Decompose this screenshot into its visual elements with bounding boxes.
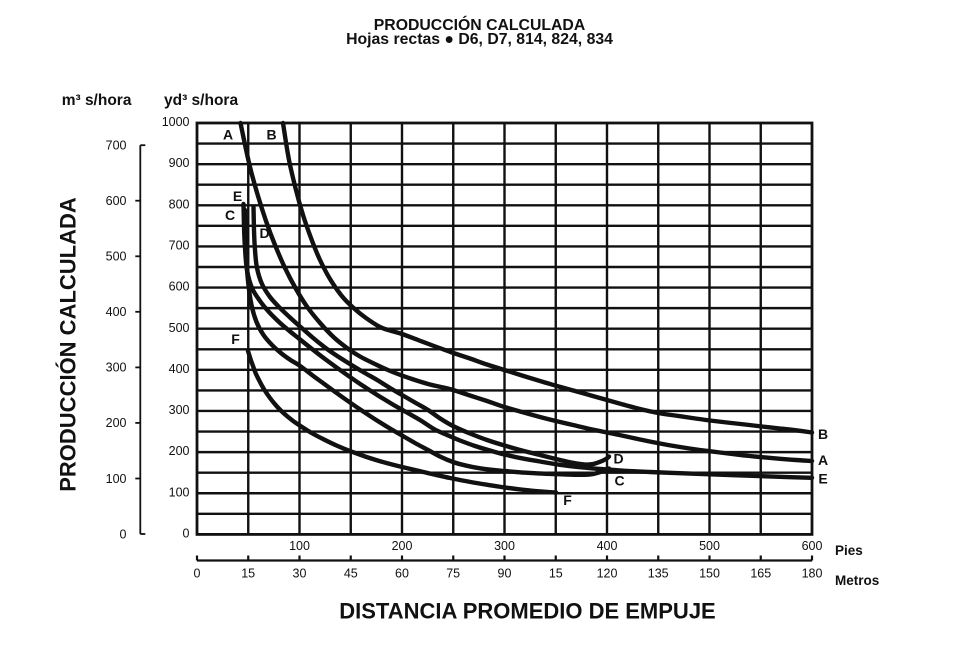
svg-text:700: 700 xyxy=(106,139,127,153)
svg-text:B: B xyxy=(266,127,276,143)
svg-text:400: 400 xyxy=(169,362,190,376)
svg-text:DISTANCIA PROMEDIO DE EMPUJE: DISTANCIA PROMEDIO DE EMPUJE xyxy=(339,598,715,623)
svg-text:165: 165 xyxy=(750,567,771,581)
svg-text:E: E xyxy=(818,471,827,487)
svg-text:yd³ s/hora: yd³ s/hora xyxy=(164,92,238,109)
svg-text:600: 600 xyxy=(169,280,190,294)
svg-text:0: 0 xyxy=(194,567,201,581)
svg-text:1000: 1000 xyxy=(162,115,190,129)
svg-text:15: 15 xyxy=(241,567,255,581)
svg-text:15: 15 xyxy=(549,567,563,581)
svg-text:100: 100 xyxy=(106,472,127,486)
svg-text:75: 75 xyxy=(446,567,460,581)
svg-text:200: 200 xyxy=(106,416,127,430)
svg-text:E: E xyxy=(233,188,242,204)
svg-text:900: 900 xyxy=(169,156,190,170)
svg-text:500: 500 xyxy=(106,250,127,264)
svg-text:300: 300 xyxy=(494,539,515,553)
svg-text:Hojas rectas ● D6, D7, 814, 82: Hojas rectas ● D6, D7, 814, 824, 834 xyxy=(346,31,613,48)
svg-text:300: 300 xyxy=(169,403,190,417)
svg-text:100: 100 xyxy=(169,485,190,499)
svg-text:Pies: Pies xyxy=(835,543,863,558)
svg-text:300: 300 xyxy=(106,361,127,375)
svg-text:F: F xyxy=(563,492,572,508)
svg-text:500: 500 xyxy=(699,539,720,553)
svg-text:60: 60 xyxy=(395,567,409,581)
svg-text:600: 600 xyxy=(802,539,823,553)
svg-text:45: 45 xyxy=(344,567,358,581)
svg-text:Metros: Metros xyxy=(835,573,879,588)
svg-text:90: 90 xyxy=(498,567,512,581)
svg-text:135: 135 xyxy=(648,567,669,581)
svg-text:D: D xyxy=(614,451,624,467)
svg-text:0: 0 xyxy=(120,527,127,541)
svg-text:180: 180 xyxy=(802,567,823,581)
svg-text:30: 30 xyxy=(293,567,307,581)
svg-text:500: 500 xyxy=(169,321,190,335)
svg-text:B: B xyxy=(818,426,828,442)
svg-text:PRODUCCIÓN CALCULADA: PRODUCCIÓN CALCULADA xyxy=(374,15,586,34)
svg-text:A: A xyxy=(223,127,233,143)
svg-text:400: 400 xyxy=(597,539,618,553)
svg-text:700: 700 xyxy=(169,239,190,253)
svg-text:150: 150 xyxy=(699,567,720,581)
svg-text:120: 120 xyxy=(597,567,618,581)
svg-text:A: A xyxy=(818,452,828,468)
svg-text:D: D xyxy=(259,225,269,241)
svg-text:600: 600 xyxy=(106,194,127,208)
svg-text:200: 200 xyxy=(392,539,413,553)
svg-text:F: F xyxy=(231,331,240,347)
svg-text:0: 0 xyxy=(183,527,190,541)
svg-text:100: 100 xyxy=(289,539,310,553)
svg-text:C: C xyxy=(614,473,624,489)
svg-text:m³ s/hora: m³ s/hora xyxy=(62,92,132,109)
svg-text:200: 200 xyxy=(169,444,190,458)
svg-text:C: C xyxy=(225,207,235,223)
svg-text:800: 800 xyxy=(169,197,190,211)
svg-text:PRODUCCIÓN CALCULADA: PRODUCCIÓN CALCULADA xyxy=(56,197,81,492)
svg-text:400: 400 xyxy=(106,305,127,319)
